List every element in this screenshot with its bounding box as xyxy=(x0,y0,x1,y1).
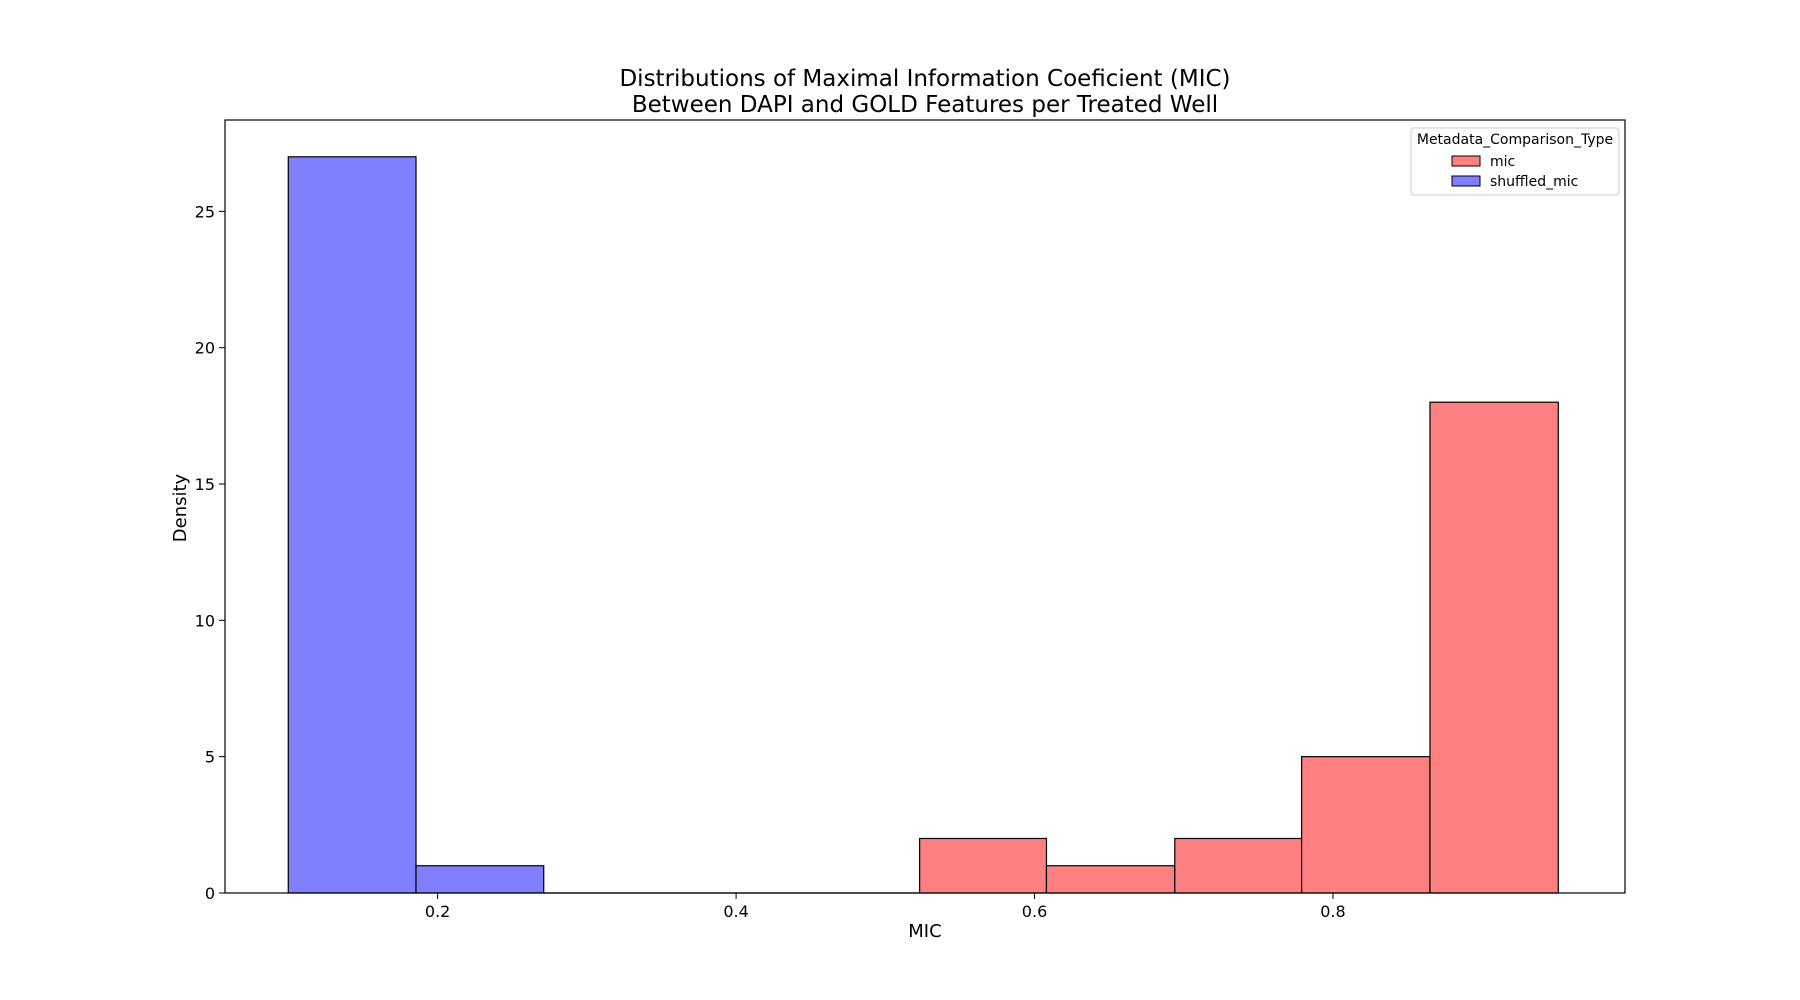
bar-mic-3 xyxy=(1301,756,1431,894)
y-tick-label-5: 25 xyxy=(195,202,215,221)
x-tick-label-1: 0.4 xyxy=(723,902,748,921)
legend-swatch-shuffled-mic xyxy=(1451,175,1481,187)
chart-title: Distributions of Maximal Information Coe… xyxy=(619,66,1230,118)
x-tick-label-2: 0.6 xyxy=(1022,902,1047,921)
y-tick-label-1: 5 xyxy=(205,748,215,767)
bar-mic-0 xyxy=(919,837,1048,894)
legend-label-shuffled-mic: shuffled_mic xyxy=(1490,174,1578,190)
bar-mic-1 xyxy=(1045,865,1176,894)
y-tick-label-3: 15 xyxy=(195,475,215,494)
bar-mic-4 xyxy=(1429,401,1559,894)
y-tick-label-0: 0 xyxy=(205,884,215,903)
y-axis-ticks: 0 5 10 15 20 25 xyxy=(195,202,225,903)
bar-mic-2 xyxy=(1174,837,1303,894)
x-axis-label: MIC xyxy=(908,921,941,942)
legend-title: Metadata_Comparison_Type xyxy=(1417,132,1613,148)
x-axis-ticks: 0.2 0.4 0.6 0.8 xyxy=(425,893,1346,921)
x-tick-label-0: 0.2 xyxy=(425,902,450,921)
plot-area-frame xyxy=(224,119,1626,894)
bar-shuffled-mic-0 xyxy=(287,156,417,894)
legend-swatch-mic xyxy=(1451,155,1481,167)
y-axis-label: Density xyxy=(170,473,191,542)
legend: Metadata_Comparison_Type mic shuffled_mi… xyxy=(1410,127,1620,196)
legend-label-mic: mic xyxy=(1490,154,1515,170)
chart-title-line-1: Distributions of Maximal Information Coe… xyxy=(619,66,1230,92)
x-tick-label-3: 0.8 xyxy=(1320,902,1345,921)
bar-shuffled-mic-1 xyxy=(415,865,545,894)
bars-group xyxy=(287,156,1559,894)
y-tick-label-2: 10 xyxy=(195,611,215,630)
chart-title-line-2: Between DAPI and GOLD Features per Treat… xyxy=(632,92,1218,118)
y-tick-label-4: 20 xyxy=(195,339,215,358)
